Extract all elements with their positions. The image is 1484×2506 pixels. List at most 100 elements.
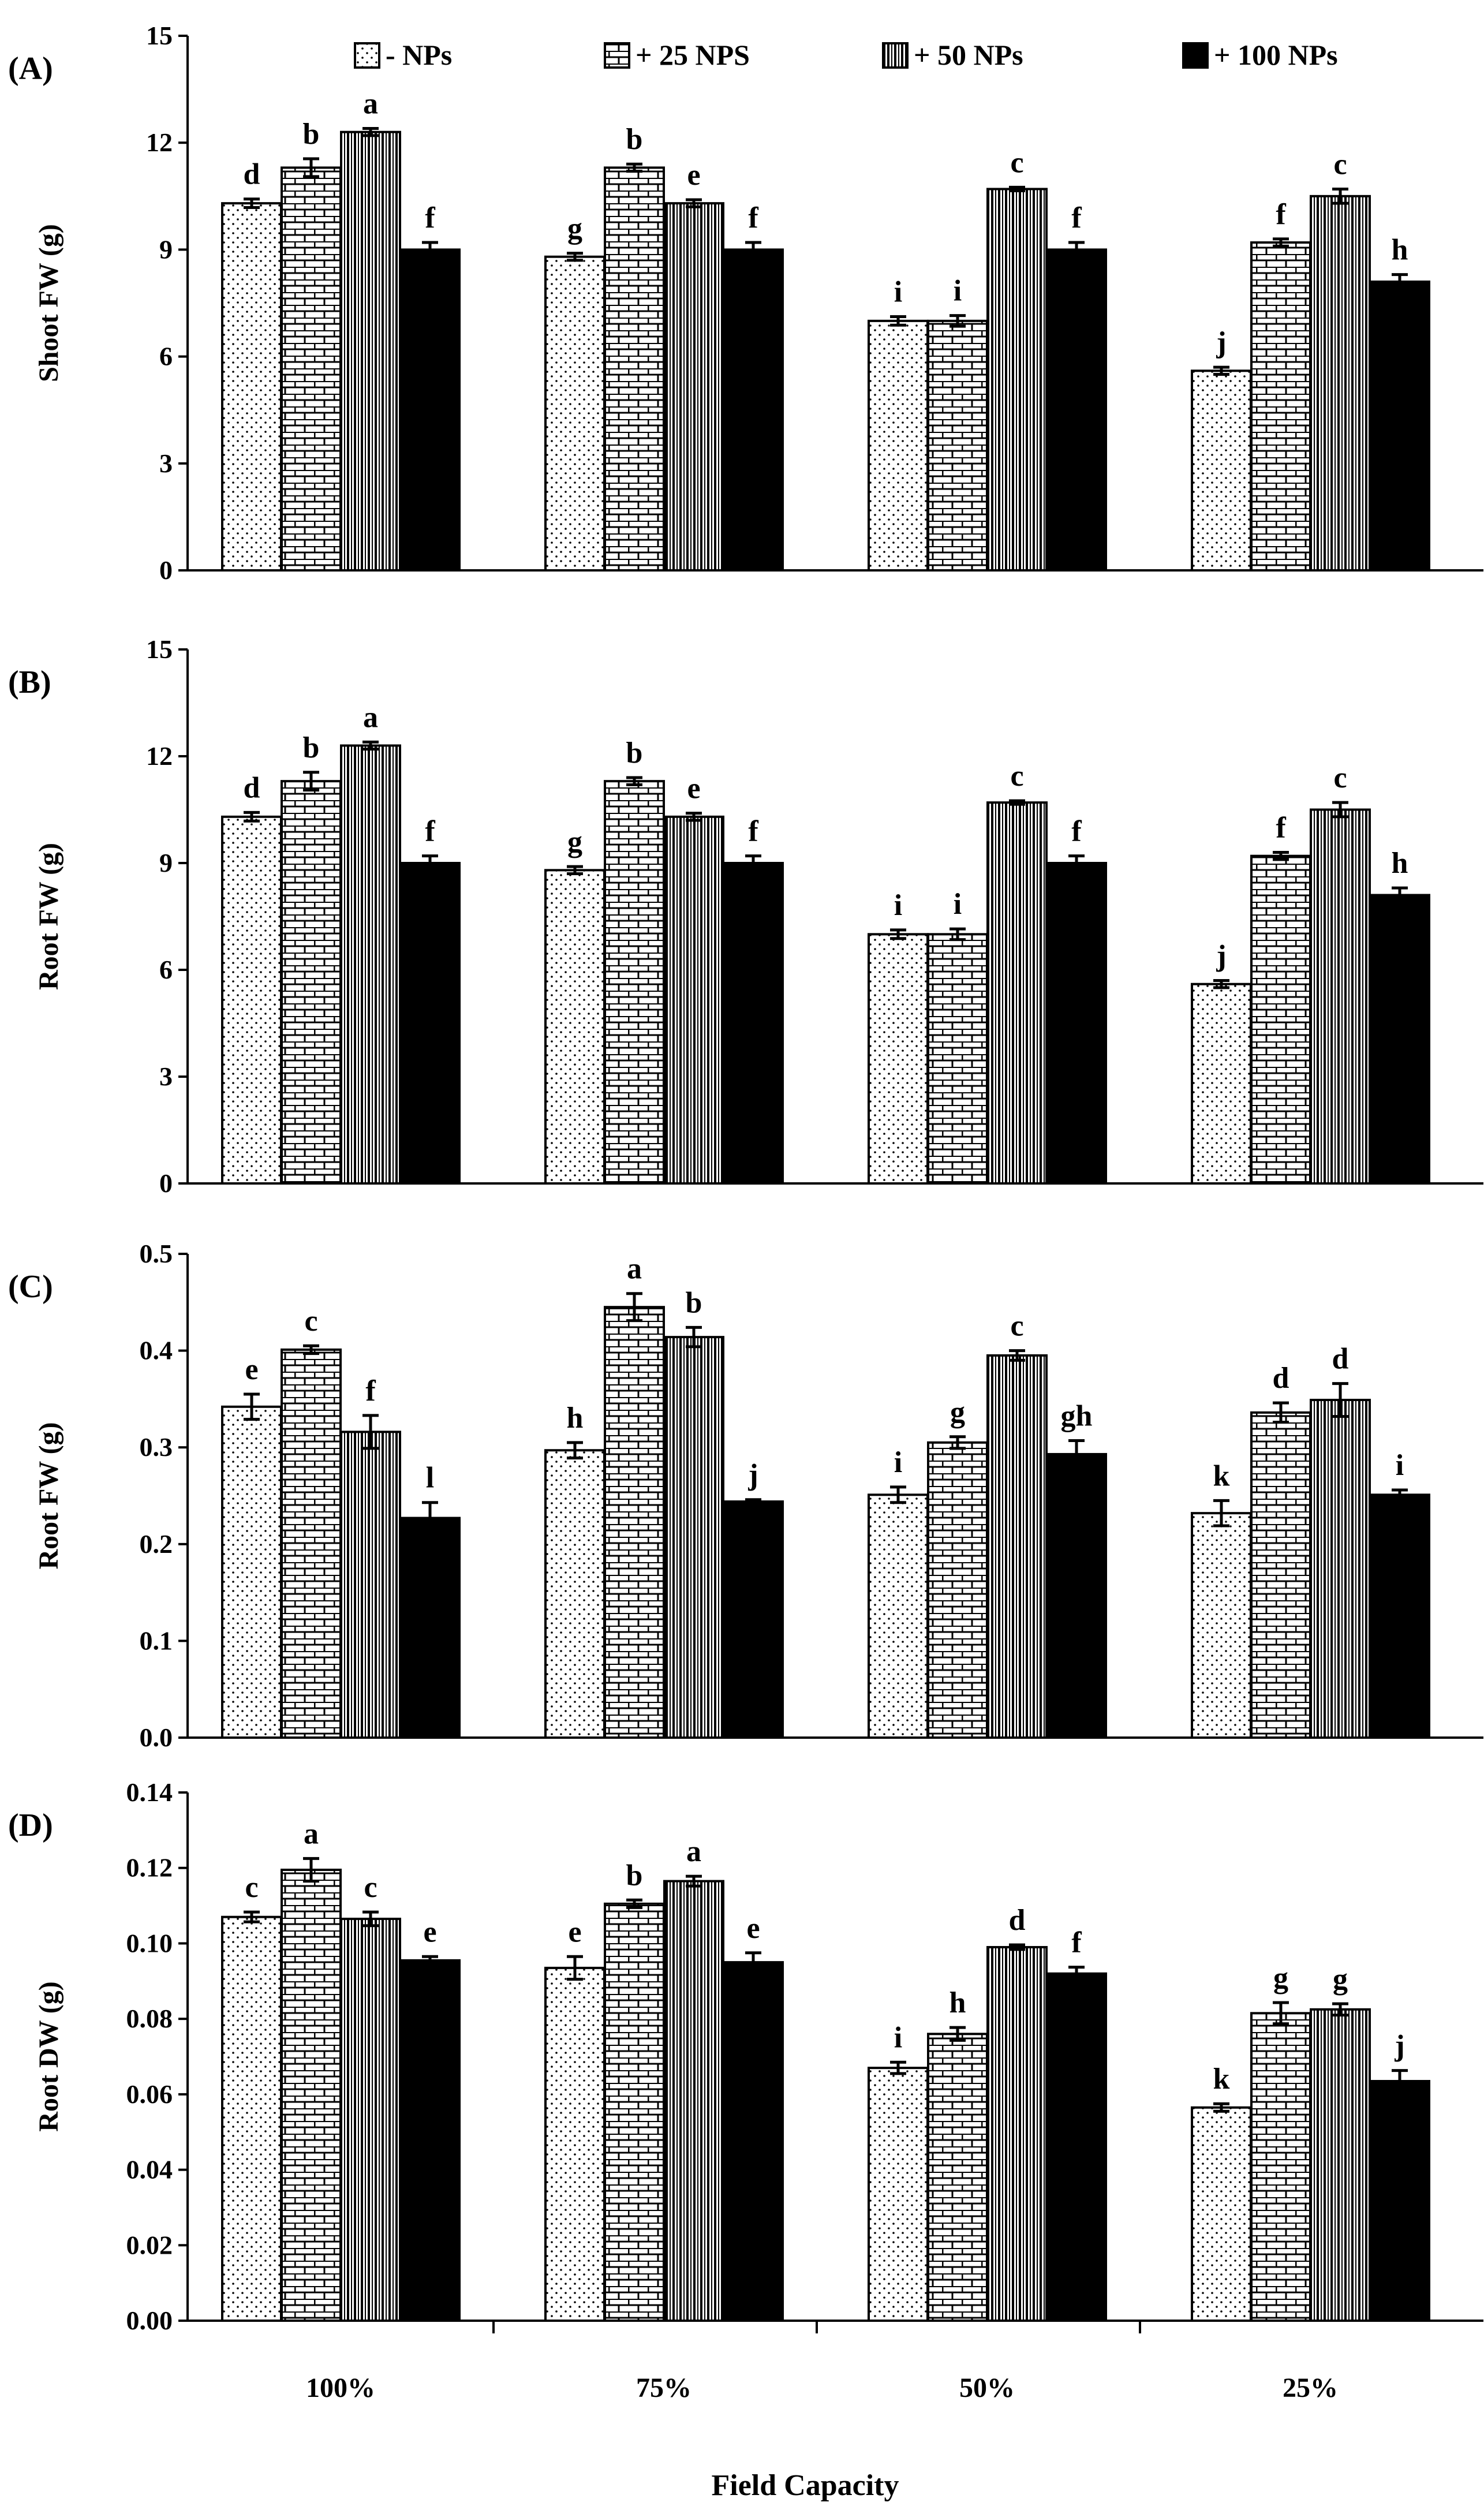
error-bar <box>1332 187 1348 205</box>
significance-letter: d <box>1332 1343 1349 1376</box>
bar-no-nps-2 <box>868 319 929 572</box>
y-tick-label: 0.0 <box>140 1723 173 1752</box>
error-bar <box>1273 237 1289 248</box>
error-bar <box>1273 851 1289 861</box>
y-tick-label: 0.00 <box>126 2306 173 2335</box>
error-bar <box>244 1910 260 1924</box>
error-bar <box>745 1951 761 1973</box>
significance-letter: b <box>686 1286 702 1319</box>
significance-letter: g <box>1333 1963 1348 1996</box>
bar-100-nps-2 <box>1046 1972 1107 2322</box>
bar-no-nps-0 <box>221 815 282 1185</box>
error-bar <box>567 252 583 262</box>
significance-letter: g <box>1273 1962 1288 1995</box>
significance-letter: b <box>626 123 643 156</box>
significance-letter: a <box>627 1253 642 1286</box>
error-bar <box>244 197 260 210</box>
error-bar <box>1392 886 1408 904</box>
significance-letter: c <box>1010 146 1023 179</box>
error-bar <box>303 771 319 792</box>
significance-letter: e <box>423 1915 436 1948</box>
error-bar <box>303 157 319 178</box>
error-bar <box>1273 2001 1289 2026</box>
y-axis-title: Shoot FW (g) <box>33 224 64 382</box>
significance-letter: f <box>1071 201 1082 234</box>
error-bar <box>626 776 642 786</box>
error-bar <box>1068 854 1085 872</box>
bar-50-nps-3 <box>1310 195 1371 572</box>
error-bar <box>1068 241 1085 259</box>
bar-no-nps-3 <box>1191 2106 1252 2322</box>
significance-letter: a <box>363 701 378 734</box>
bar-50-nps-0 <box>340 744 401 1185</box>
bar-25-nps-0 <box>281 166 342 572</box>
y-tick-label: 6 <box>159 955 173 984</box>
error-bar <box>567 1955 583 1981</box>
error-bar <box>1009 185 1025 193</box>
bar-25-nps-3 <box>1250 854 1311 1185</box>
y-tick-label: 0.5 <box>140 1239 173 1268</box>
y-tick-label: 15 <box>146 634 173 664</box>
y-tick-label: 0.02 <box>126 2230 173 2259</box>
significance-letter: b <box>626 737 643 770</box>
significance-letter: d <box>244 771 260 804</box>
error-bar <box>1213 1499 1229 1527</box>
bar-no-nps-3 <box>1191 1512 1252 1739</box>
error-bar <box>1392 1488 1408 1502</box>
significance-letter: i <box>894 1446 902 1479</box>
error-bar <box>745 854 761 872</box>
error-bar <box>686 812 702 822</box>
significance-letter: c <box>1010 1310 1023 1343</box>
bar-no-nps-2 <box>868 2067 929 2322</box>
significance-letter: b <box>303 118 320 151</box>
significance-letter: d <box>1273 1362 1289 1395</box>
bar-100-nps-3 <box>1369 2079 1430 2322</box>
error-bar <box>1213 365 1229 376</box>
y-tick-label: 0.10 <box>126 1928 173 1958</box>
bar-100-nps-1 <box>723 248 784 572</box>
legend-item-100-nps: + 100 NPs <box>1182 39 1338 71</box>
error-bar <box>950 1435 966 1450</box>
error-bar <box>950 927 966 942</box>
significance-letter: i <box>894 889 902 922</box>
significance-letter: f <box>425 201 435 234</box>
significance-letter: i <box>894 2021 902 2054</box>
y-axis-title: Root FW (g) <box>33 843 64 990</box>
legend-swatch <box>604 42 630 69</box>
error-bar <box>422 854 438 872</box>
panel-label: (C) <box>8 1269 53 1305</box>
panel-b: 0 3 6 9 12 15 Root FW (g) (B) d g i j b b i f a e c c f f f h <box>8 634 1483 1198</box>
significance-letter: d <box>1009 1904 1026 1937</box>
panel-a: 0 3 6 9 12 15 Shoot FW (g) (A) d g i j b b i f a e c c f f f h <box>8 21 1483 585</box>
y-tick-label: 6 <box>159 342 173 371</box>
error-bar <box>422 1955 438 1966</box>
bar-50-nps-0 <box>340 130 401 572</box>
x-axis-title: Field Capacity <box>712 2469 899 2502</box>
error-bar <box>1332 2002 1348 2017</box>
bar-100-nps-3 <box>1369 1493 1430 1739</box>
bar-50-nps-2 <box>986 801 1048 1185</box>
bar-50-nps-3 <box>1310 2008 1371 2322</box>
significance-letter: j <box>747 1459 758 1492</box>
bar-25-nps-1 <box>604 780 665 1185</box>
y-tick-label: 3 <box>159 449 173 478</box>
bar-25-nps-2 <box>927 933 988 1185</box>
bar-50-nps-1 <box>663 1336 724 1739</box>
significance-letter: f <box>365 1375 376 1407</box>
error-bar <box>303 1344 319 1355</box>
significance-letter: e <box>687 159 700 192</box>
bar-25-nps-2 <box>927 1441 988 1739</box>
y-tick-label: 15 <box>146 21 173 50</box>
bar-100-nps-1 <box>723 862 784 1185</box>
bar-100-nps-0 <box>399 1959 461 2322</box>
y-tick-label: 0.12 <box>126 1853 173 1883</box>
significance-letter: e <box>245 1353 258 1386</box>
bar-25-nps-2 <box>927 2033 988 2322</box>
error-bar <box>1332 1382 1348 1418</box>
error-bar <box>1009 1943 1025 1951</box>
error-bar <box>890 928 906 940</box>
error-bar <box>686 198 702 208</box>
x-category-label: 100% <box>306 2373 375 2403</box>
bar-100-nps-0 <box>399 862 461 1185</box>
error-bar <box>1332 801 1348 819</box>
